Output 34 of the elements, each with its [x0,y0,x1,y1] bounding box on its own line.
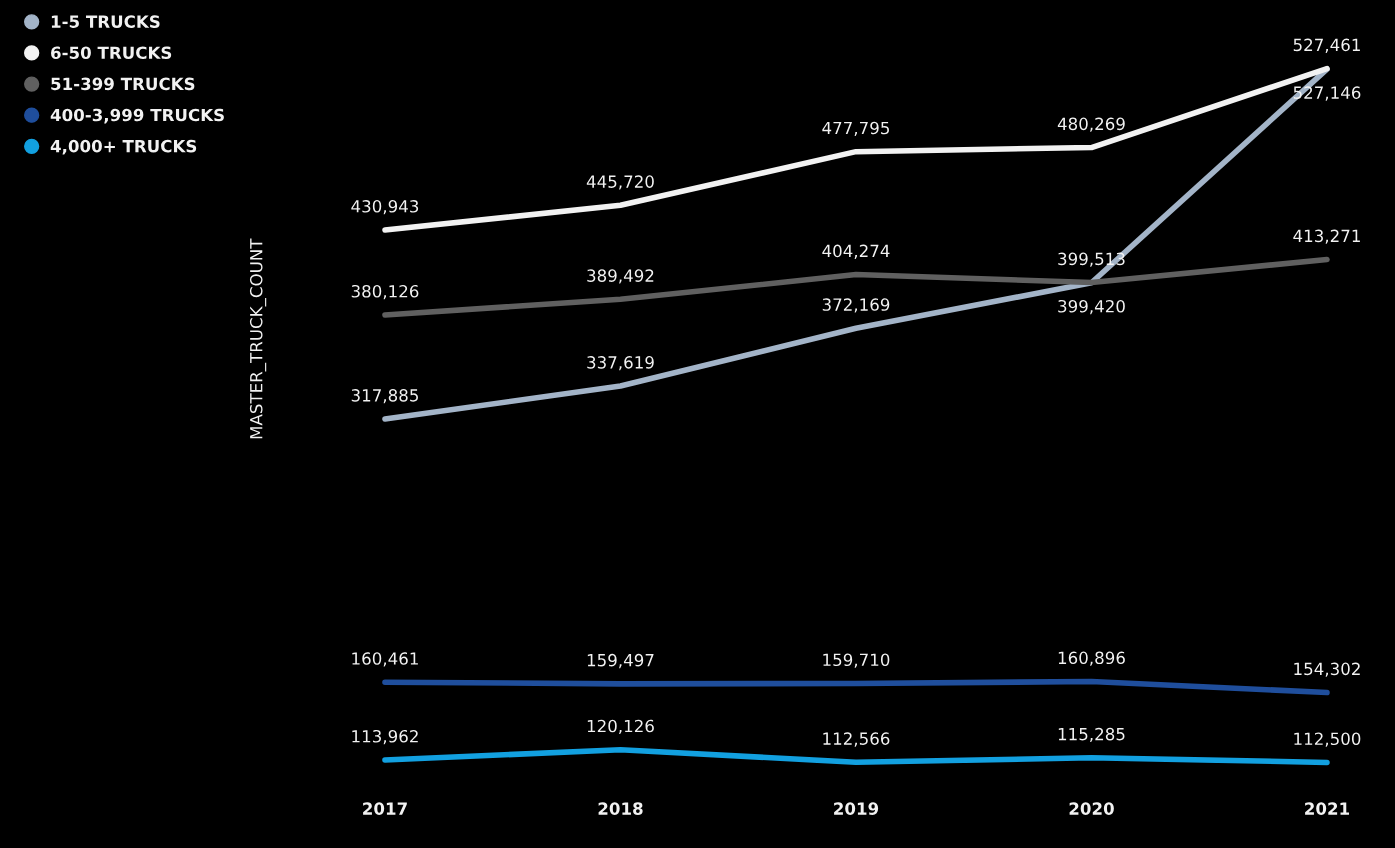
data-label: 389,492 [587,269,654,284]
x-tick-label: 2020 [1069,802,1114,815]
data-label: 372,169 [822,298,890,313]
data-label: 477,795 [822,121,889,136]
data-label: 113,962 [352,729,418,745]
data-label: 115,285 [1058,727,1125,743]
data-label: 445,720 [586,175,654,190]
data-label: 337,619 [587,356,654,371]
y-axis-title: MASTER_TRUCK_COUNT [249,238,267,439]
x-tick-label: 2019 [834,802,879,815]
data-label: 380,126 [351,284,419,300]
legend-label: 400-3,999 TRUCKS [50,108,224,124]
data-label: 399,420 [1058,299,1125,315]
data-label: 112,566 [823,732,890,747]
legend-label: 1-5 TRUCKS [51,15,160,28]
data-label: 430,943 [351,200,419,215]
data-label: 154,302 [1294,662,1360,677]
data-label: 480,269 [1057,117,1125,132]
data-label: 112,500 [1294,732,1361,747]
data-label: 404,274 [822,244,890,259]
x-tick-label: 2017 [363,802,407,815]
data-label: 159,710 [823,653,890,668]
x-tick-label: 2018 [598,802,643,815]
data-label: 160,461 [352,652,418,667]
legend-label: 4,000+ TRUCKS [50,139,197,155]
data-label: 527,461 [1293,38,1360,53]
legend-label: 6-50 TRUCKS [51,46,172,60]
data-label: 317,885 [351,389,418,404]
legend-label: 51-399 TRUCKS [51,77,195,91]
data-label: 413,271 [1293,229,1360,244]
data-label: 159,497 [587,653,654,669]
x-tick-label: 2021 [1305,802,1350,815]
data-label: 160,896 [1058,651,1125,666]
data-label: 120,126 [587,719,654,734]
